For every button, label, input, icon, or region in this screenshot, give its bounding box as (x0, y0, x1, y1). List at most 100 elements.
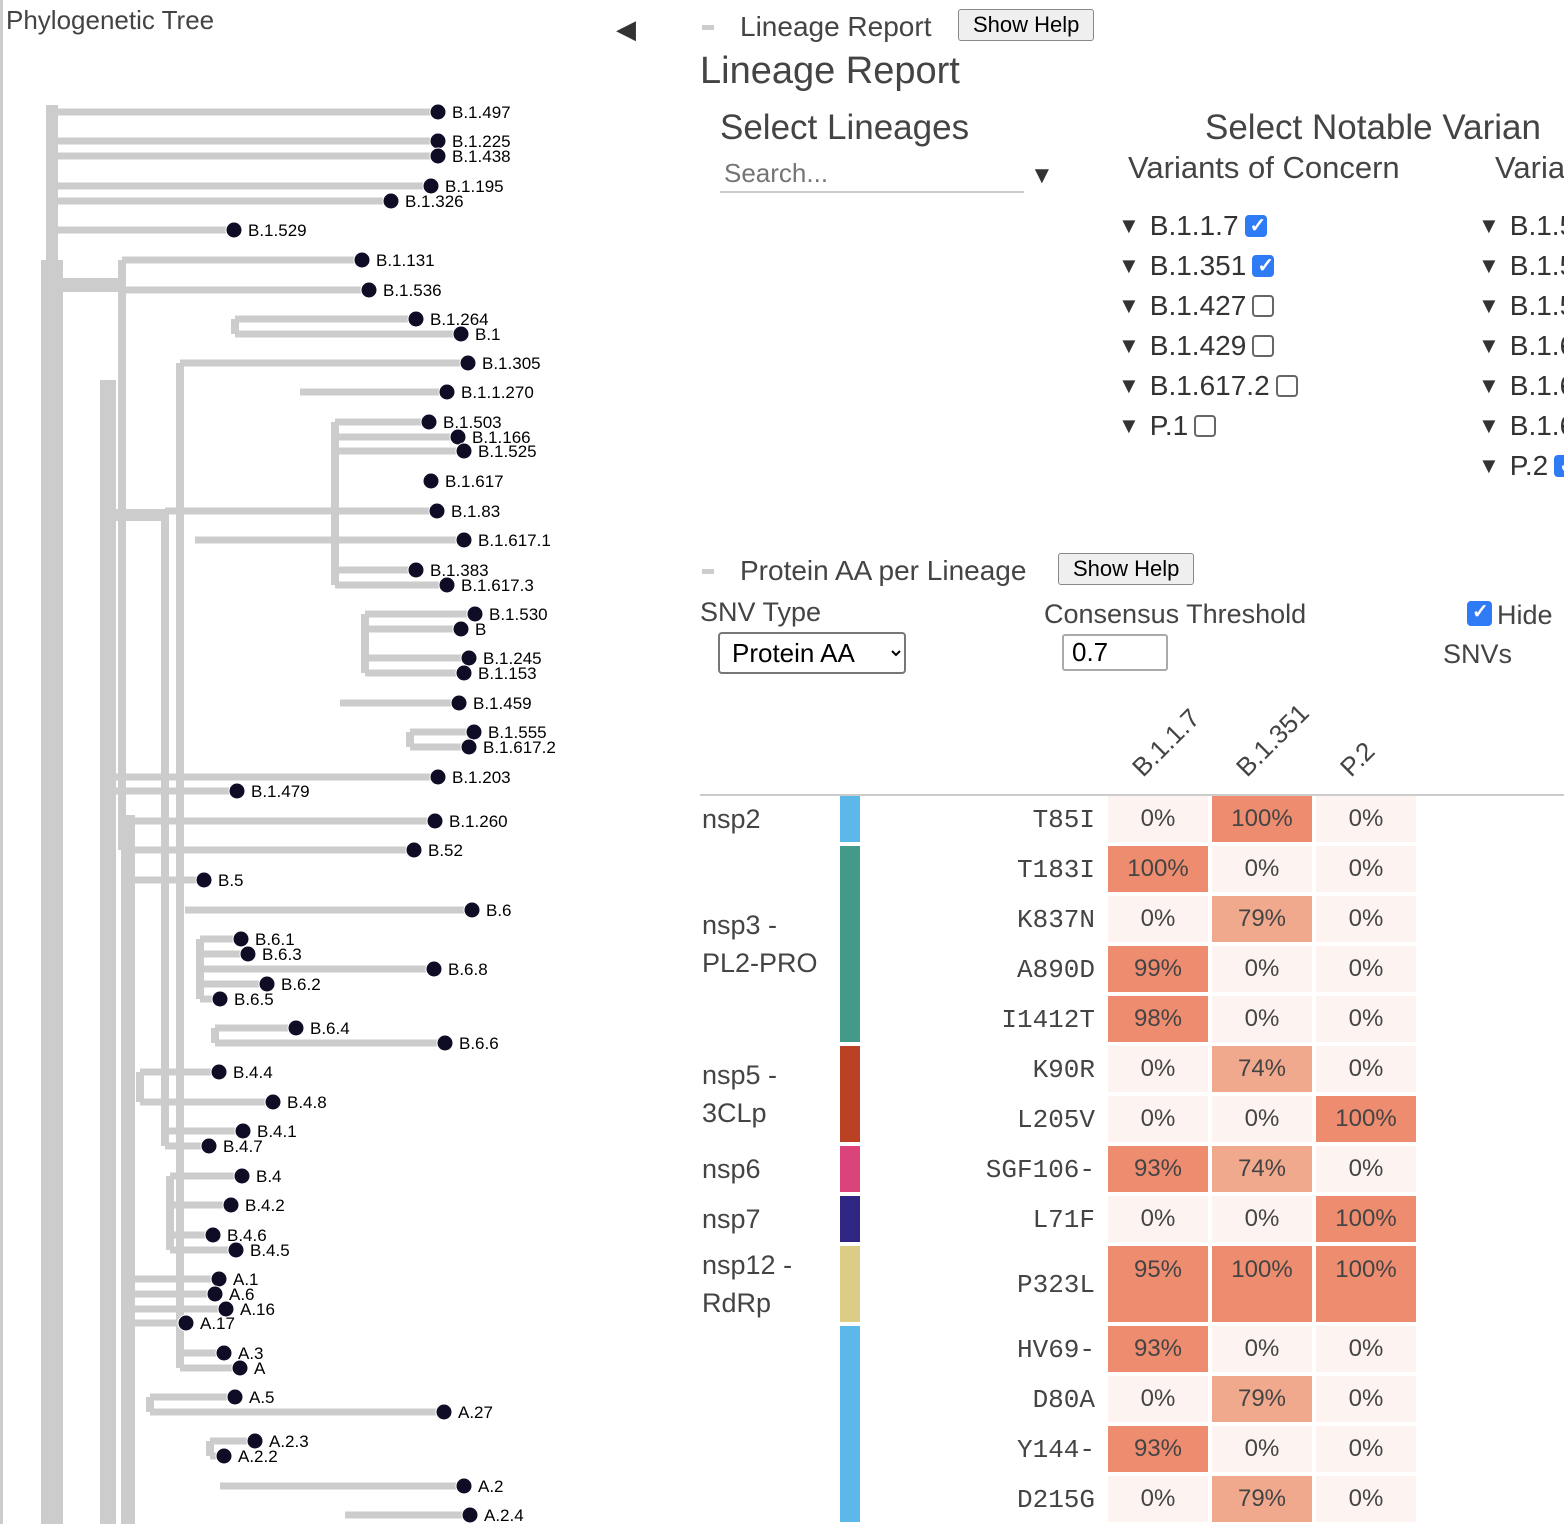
tree-node[interactable] (227, 1241, 245, 1259)
tree-node[interactable] (455, 531, 473, 549)
heatmap-cell[interactable]: 79% (1212, 896, 1312, 942)
tree-leaf-label[interactable]: A (254, 1359, 266, 1378)
tree-leaf-label[interactable]: B.1.525 (478, 442, 537, 461)
tree-leaf-label[interactable]: B.1.264 (430, 310, 489, 329)
tree-leaf-label[interactable]: B.1.83 (451, 502, 500, 521)
heatmap-cell[interactable]: 0% (1108, 1476, 1208, 1522)
expand-triangle-icon[interactable]: ▼ (1118, 293, 1140, 318)
tree-node[interactable] (407, 561, 425, 579)
triangle-left-icon[interactable]: ◀ (616, 14, 636, 44)
heatmap-cell[interactable]: 100% (1212, 1246, 1312, 1322)
tree-node[interactable] (428, 502, 446, 520)
tree-leaf-label[interactable]: B.4.5 (250, 1241, 290, 1260)
tree-leaf-label[interactable]: A.2 (478, 1477, 504, 1496)
tree-node[interactable] (177, 1314, 195, 1332)
heatmap-cell[interactable]: 0% (1108, 1376, 1208, 1422)
heatmap-cell[interactable]: 0% (1316, 1476, 1416, 1522)
tree-node[interactable] (353, 251, 371, 269)
tree-node[interactable] (215, 1447, 233, 1465)
heatmap-cell[interactable]: 93% (1108, 1146, 1208, 1192)
heatmap-cell[interactable]: 0% (1212, 846, 1312, 892)
heatmap-cell[interactable]: 93% (1108, 1326, 1208, 1372)
tree-node[interactable] (264, 1093, 282, 1111)
tree-node[interactable] (452, 620, 470, 638)
tree-node[interactable] (206, 1285, 224, 1303)
heatmap-cell[interactable]: 0% (1212, 946, 1312, 992)
tree-leaf-label[interactable]: A.17 (200, 1314, 235, 1333)
tree-leaf-label[interactable]: A.6 (229, 1285, 255, 1304)
heatmap-cell[interactable]: 74% (1212, 1146, 1312, 1192)
expand-triangle-icon[interactable]: ▼ (1478, 373, 1500, 398)
tree-node[interactable] (228, 782, 246, 800)
variant-item[interactable]: ▼ B.1.6 (1478, 366, 1564, 406)
tree-leaf-label[interactable]: B.1.326 (405, 192, 464, 211)
variant-checkbox[interactable] (1194, 415, 1217, 437)
heatmap-cell[interactable]: 0% (1108, 896, 1208, 942)
tree-leaf-label[interactable]: B.1.260 (449, 812, 508, 831)
tree-node[interactable] (360, 281, 378, 299)
tree-leaf-label[interactable]: B.6.2 (281, 975, 321, 994)
tree-node[interactable] (217, 1300, 235, 1318)
heatmap-cell[interactable]: 0% (1316, 1376, 1416, 1422)
tree-node[interactable] (429, 103, 447, 121)
tree-node[interactable] (429, 147, 447, 165)
tree-leaf-label[interactable]: B.1.245 (483, 649, 542, 668)
tree-leaf-label[interactable]: B.1.383 (430, 561, 489, 580)
tree-leaf-label[interactable]: B.4.1 (257, 1122, 297, 1141)
tree-leaf-label[interactable]: B.1.530 (489, 605, 548, 624)
variant-item[interactable]: ▼ B.1.6 (1478, 406, 1564, 446)
tree-leaf-label[interactable]: A.3 (238, 1344, 264, 1363)
tree-node[interactable] (455, 442, 473, 460)
tree-leaf-label[interactable]: B.1.131 (376, 251, 435, 270)
tree-leaf-label[interactable]: B.1.195 (445, 177, 504, 196)
expand-triangle-icon[interactable]: ▼ (1118, 413, 1140, 438)
heatmap-cell[interactable]: 100% (1316, 1096, 1416, 1142)
tree-leaf-label[interactable]: B.1.203 (452, 768, 511, 787)
expand-triangle-icon[interactable]: ▼ (1118, 213, 1140, 238)
tree-leaf-label[interactable]: B.52 (428, 841, 463, 860)
tree-leaf-label[interactable]: A.5 (249, 1388, 275, 1407)
variant-item[interactable]: ▼ B.1.427 (1118, 286, 1298, 326)
variant-item[interactable]: ▼ B.1.429 (1118, 326, 1298, 366)
tree-node[interactable] (460, 738, 478, 756)
heatmap-cell[interactable]: 0% (1316, 996, 1416, 1042)
heatmap-cell[interactable]: 100% (1316, 1196, 1416, 1242)
tree-node[interactable] (459, 354, 477, 372)
tree-leaf-label[interactable]: B.1.617 (445, 472, 504, 491)
tree-node[interactable] (426, 812, 444, 830)
tree-node[interactable] (233, 1167, 251, 1185)
variant-item[interactable]: ▼ B.1.5 (1478, 286, 1564, 326)
tree-node[interactable] (425, 960, 443, 978)
tree-leaf-label[interactable]: A.1 (233, 1270, 259, 1289)
variant-checkbox[interactable] (1244, 213, 1267, 238)
collapse-lineage-report-icon[interactable] (702, 25, 714, 30)
expand-triangle-icon[interactable]: ▼ (1478, 333, 1500, 358)
heatmap-cell[interactable]: 0% (1212, 996, 1312, 1042)
tree-leaf-label[interactable]: B.1.536 (383, 281, 442, 300)
tree-node[interactable] (210, 1270, 228, 1288)
tree-leaf-label[interactable]: B.1.617.3 (461, 576, 534, 595)
tree-node[interactable] (465, 723, 483, 741)
tree-node[interactable] (455, 1477, 473, 1495)
heatmap-cell[interactable]: 0% (1212, 1096, 1312, 1142)
tree-leaf-label[interactable]: B.1.225 (452, 132, 511, 151)
heatmap-cell[interactable]: 0% (1316, 1046, 1416, 1092)
tree-leaf-label[interactable]: A.2.2 (238, 1447, 278, 1466)
heatmap-cell[interactable]: 74% (1212, 1046, 1312, 1092)
tree-leaf-label[interactable]: B.4.2 (245, 1196, 285, 1215)
tree-node[interactable] (466, 605, 484, 623)
snv-type-select[interactable]: Protein AA (718, 632, 906, 674)
tree-leaf-label[interactable]: B.1.529 (248, 221, 307, 240)
tree-node[interactable] (422, 472, 440, 490)
lineage-search-input[interactable] (720, 156, 1024, 193)
tree-leaf-label[interactable]: B.6.3 (262, 945, 302, 964)
tree-leaf-label[interactable]: B.5 (218, 871, 244, 890)
variant-checkbox[interactable] (1275, 375, 1298, 397)
variant-item[interactable]: ▼ P.1 (1118, 406, 1298, 446)
tree-leaf-label[interactable]: B.1.497 (452, 103, 511, 122)
tree-leaf-label[interactable]: B.1.153 (478, 664, 537, 683)
variant-checkbox[interactable] (1252, 295, 1275, 317)
expand-triangle-icon[interactable]: ▼ (1478, 413, 1500, 438)
tree-node[interactable] (420, 413, 438, 431)
tree-leaf-label[interactable]: B.4.4 (233, 1063, 273, 1082)
